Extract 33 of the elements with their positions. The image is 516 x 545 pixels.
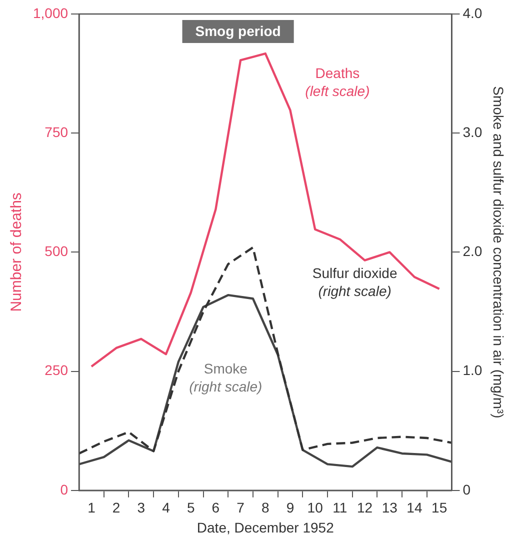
y2-tick-label: 4.0 xyxy=(462,4,482,21)
x-tick-label: 15 xyxy=(432,500,448,516)
y2-tick-label: 3.0 xyxy=(462,124,482,140)
text: Sulfur dioxide (right scale) xyxy=(312,265,398,300)
x-tick-label: 9 xyxy=(286,500,294,516)
annotation: Smog period xyxy=(195,22,281,39)
x-tick-label: 5 xyxy=(186,500,195,516)
x-tick-label: 2 xyxy=(112,500,120,516)
x-tick-label: 8 xyxy=(261,500,270,516)
x-tick-label: 10 xyxy=(307,500,324,516)
y-tick-label: 750 xyxy=(44,124,68,140)
y2-tick-label: 2.0 xyxy=(462,243,482,260)
x-tick-label: 6 xyxy=(212,500,220,516)
y2-tick-label: 0 xyxy=(462,481,471,498)
series-label: Smoke (right scale) xyxy=(189,360,262,394)
x-tick-label: 14 xyxy=(406,500,422,516)
y-axis-title: Number of deaths xyxy=(8,192,26,312)
x-tick-label: 1 xyxy=(88,500,96,516)
y-tick-label: 250 xyxy=(44,362,68,378)
x-axis-title: Date, December 1952 xyxy=(196,519,334,536)
line-series xyxy=(79,246,452,455)
y2-tick-label: 1.0 xyxy=(462,362,482,378)
x-tick-label: 3 xyxy=(137,500,146,516)
x-tick-label: 11 xyxy=(332,500,348,516)
y2-axis-title: Smoke and sulfur dioxide concentration in air (mg/m³) xyxy=(490,86,507,418)
y-tick-label: 0 xyxy=(60,481,68,498)
y-tick-label: 1,000 xyxy=(32,4,68,21)
x-tick-label: 7 xyxy=(236,500,245,516)
x-tick-label: 12 xyxy=(356,500,373,516)
y-tick-label: 500 xyxy=(44,243,68,260)
series-label: Deaths (left scale) xyxy=(305,64,370,99)
x-tick-label: 4 xyxy=(162,500,170,516)
x-tick-label: 13 xyxy=(382,500,398,516)
